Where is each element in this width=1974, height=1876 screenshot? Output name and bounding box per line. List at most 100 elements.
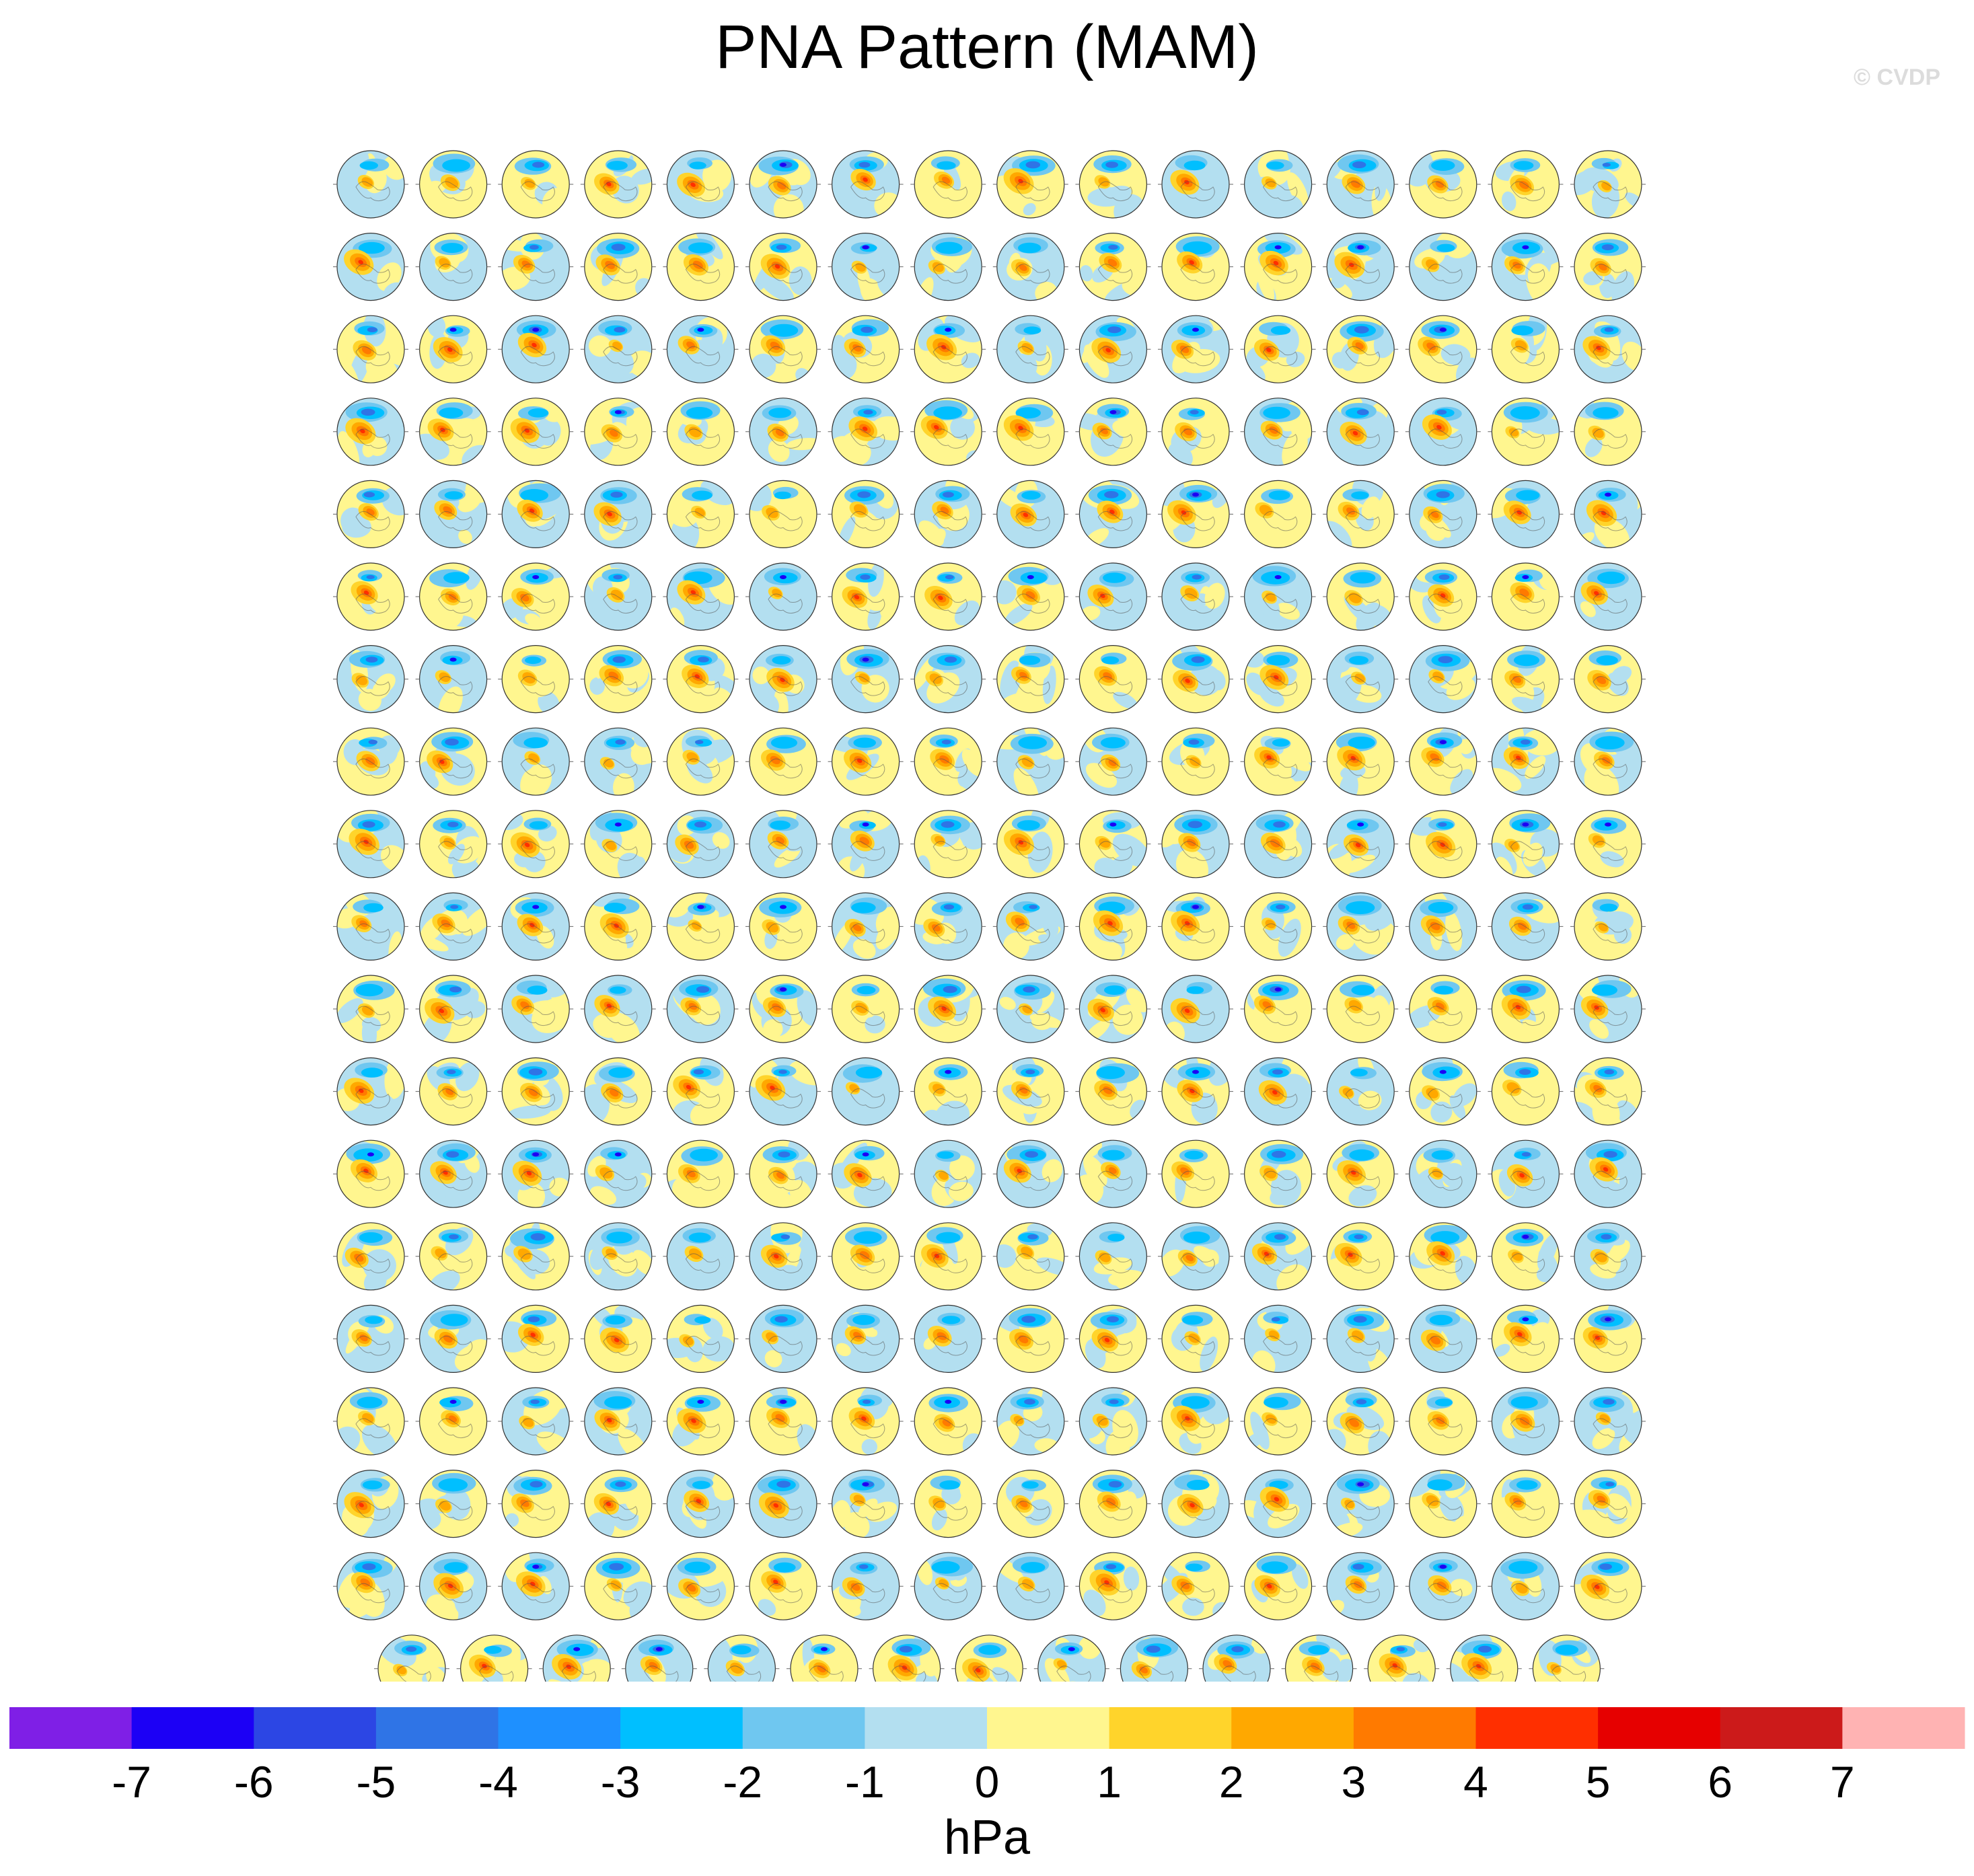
map-field bbox=[914, 645, 982, 713]
map-panel bbox=[828, 810, 904, 878]
anomaly-contour bbox=[770, 755, 780, 765]
map-field bbox=[996, 151, 1064, 218]
map-field bbox=[502, 315, 570, 383]
map-panel bbox=[580, 1387, 656, 1456]
anomaly-contour bbox=[1593, 407, 1619, 419]
anomaly-contour bbox=[566, 1664, 571, 1669]
map-field bbox=[1079, 1057, 1147, 1125]
coastline bbox=[1097, 841, 1133, 861]
map-field bbox=[667, 1470, 735, 1538]
anomaly-contour bbox=[1273, 260, 1279, 266]
anomaly-contour bbox=[1007, 353, 1037, 382]
anomaly-contour bbox=[1366, 759, 1383, 776]
coastline bbox=[603, 1418, 638, 1439]
map-field bbox=[1409, 645, 1477, 713]
map-panel bbox=[333, 562, 408, 631]
map-field bbox=[502, 480, 570, 548]
anomaly-contour bbox=[359, 1232, 383, 1243]
map-panel bbox=[1323, 1552, 1399, 1620]
map-panel bbox=[1158, 233, 1233, 301]
anomaly-contour bbox=[442, 159, 470, 172]
anomaly-contour bbox=[1105, 161, 1118, 168]
anomaly-contour bbox=[1604, 327, 1614, 332]
anomaly-contour bbox=[625, 1317, 652, 1342]
map-field bbox=[1409, 728, 1477, 796]
map-panel bbox=[992, 1470, 1068, 1538]
map-panel bbox=[1158, 1057, 1233, 1126]
map-panel bbox=[745, 480, 821, 549]
map-panel bbox=[1075, 1222, 1151, 1291]
anomaly-contour bbox=[362, 821, 375, 828]
coastline bbox=[768, 428, 803, 449]
map-field bbox=[419, 1388, 487, 1455]
map-field bbox=[914, 1470, 982, 1538]
coastline bbox=[1345, 428, 1380, 449]
map-panel bbox=[1488, 1470, 1564, 1538]
coastline bbox=[355, 1335, 390, 1356]
coastline bbox=[520, 593, 555, 614]
map-panel bbox=[580, 1470, 656, 1538]
coastline bbox=[768, 1335, 803, 1356]
anomaly-contour bbox=[1244, 920, 1271, 946]
map-field bbox=[419, 1470, 487, 1538]
map-field bbox=[1079, 151, 1147, 218]
anomaly-contour bbox=[934, 1253, 940, 1259]
coastline bbox=[438, 1253, 473, 1273]
coastline bbox=[685, 1253, 721, 1273]
map-panel bbox=[663, 562, 739, 631]
anomaly-contour bbox=[933, 1497, 945, 1509]
anomaly-contour bbox=[1107, 258, 1118, 267]
coastline bbox=[603, 676, 638, 696]
anomaly-contour bbox=[1605, 492, 1611, 497]
anomaly-contour bbox=[1107, 326, 1122, 334]
map-panel bbox=[580, 315, 656, 383]
map-panel bbox=[1570, 810, 1646, 878]
coastline bbox=[933, 676, 967, 696]
anomaly-contour bbox=[769, 324, 799, 337]
coastline bbox=[850, 346, 885, 367]
anomaly-contour bbox=[1494, 1343, 1510, 1357]
anomaly-contour bbox=[780, 1234, 791, 1240]
coastline bbox=[1510, 593, 1545, 614]
anomaly-contour bbox=[696, 986, 710, 993]
map-panel bbox=[745, 1139, 821, 1208]
anomaly-contour bbox=[852, 344, 862, 352]
map-panel bbox=[910, 810, 986, 878]
coastline bbox=[603, 1335, 638, 1356]
map-field bbox=[1037, 1635, 1105, 1682]
coastline bbox=[438, 676, 473, 696]
map-field bbox=[1244, 1305, 1312, 1373]
coastline bbox=[1593, 428, 1628, 449]
anomaly-contour bbox=[1515, 1583, 1528, 1594]
map-field bbox=[750, 728, 817, 796]
map-field bbox=[1574, 975, 1642, 1043]
coastline bbox=[644, 1665, 679, 1682]
map-panel bbox=[498, 727, 574, 796]
anomaly-contour bbox=[522, 672, 536, 684]
anomaly-contour bbox=[717, 583, 733, 599]
anomaly-contour bbox=[1025, 591, 1035, 599]
map-panel bbox=[1488, 1139, 1564, 1208]
anomaly-contour bbox=[866, 1349, 886, 1373]
anomaly-contour bbox=[523, 737, 548, 749]
anomaly-contour bbox=[1023, 326, 1041, 335]
anomaly-contour bbox=[1426, 259, 1438, 270]
map-field bbox=[667, 315, 735, 383]
map-panel bbox=[1075, 1552, 1151, 1620]
coastline bbox=[1263, 1583, 1298, 1604]
map-panel bbox=[333, 1304, 408, 1374]
map-field bbox=[419, 975, 487, 1043]
anomaly-contour bbox=[1112, 1004, 1143, 1035]
anomaly-contour bbox=[1192, 905, 1199, 909]
coastline bbox=[1263, 923, 1298, 944]
map-field bbox=[1162, 975, 1229, 1043]
map-field bbox=[955, 1635, 1023, 1682]
coastline bbox=[1510, 511, 1545, 531]
anomaly-contour bbox=[1188, 739, 1200, 745]
anomaly-contour bbox=[1025, 1151, 1038, 1158]
coastline bbox=[1097, 1170, 1133, 1191]
map-field bbox=[1492, 480, 1560, 548]
anomaly-contour bbox=[775, 429, 784, 437]
anomaly-contour bbox=[936, 1232, 961, 1244]
map-panel bbox=[333, 1552, 408, 1620]
